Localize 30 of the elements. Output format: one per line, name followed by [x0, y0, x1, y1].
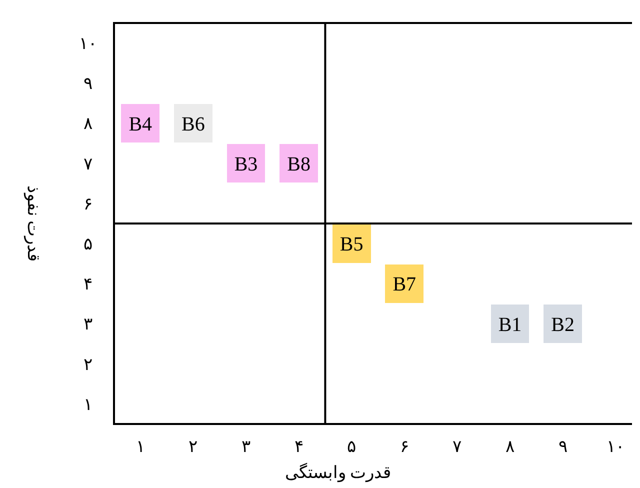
x-tick-label: ۷ [452, 437, 462, 456]
x-tick-label: ۶ [400, 437, 409, 456]
series-label: B2 [551, 314, 574, 336]
x-tick-label: ۸ [506, 437, 514, 456]
y-tick-label: ۲ [84, 354, 92, 374]
y-tick-label: ۸ [84, 114, 92, 134]
series-label: B5 [340, 234, 364, 256]
x-tick-label: ۵ [347, 437, 356, 456]
y-tick-label: ۱ [84, 394, 92, 414]
series-label: B6 [182, 113, 205, 136]
x-tick-label: ۴ [294, 437, 304, 456]
series-label: B7 [392, 274, 416, 296]
series-label: B8 [287, 153, 310, 176]
y-tick-label: ۴ [84, 274, 92, 294]
y-tick-label: ۵ [84, 234, 92, 254]
x-tick-label: ۳ [242, 437, 250, 456]
series-label: B1 [498, 314, 522, 336]
y-tick-label: ۷ [84, 154, 92, 174]
x-axis-title: قدرت وابستگی [284, 462, 392, 483]
y-tick-label: ۳ [84, 314, 92, 334]
series-label: B4 [128, 113, 152, 136]
y-tick-label: ۶ [84, 194, 92, 214]
y-tick-label: ۹ [84, 74, 92, 94]
series-label: B3 [234, 153, 258, 176]
y-tick-label: ۱۰ [79, 34, 97, 53]
x-tick-label: ۱۰ [606, 437, 625, 456]
x-tick-label: ۹ [558, 437, 568, 456]
x-tick-label: ۲ [188, 437, 198, 456]
x-tick-label: ۱ [136, 437, 145, 456]
y-axis-title: قدرت نفوذ [23, 185, 43, 262]
